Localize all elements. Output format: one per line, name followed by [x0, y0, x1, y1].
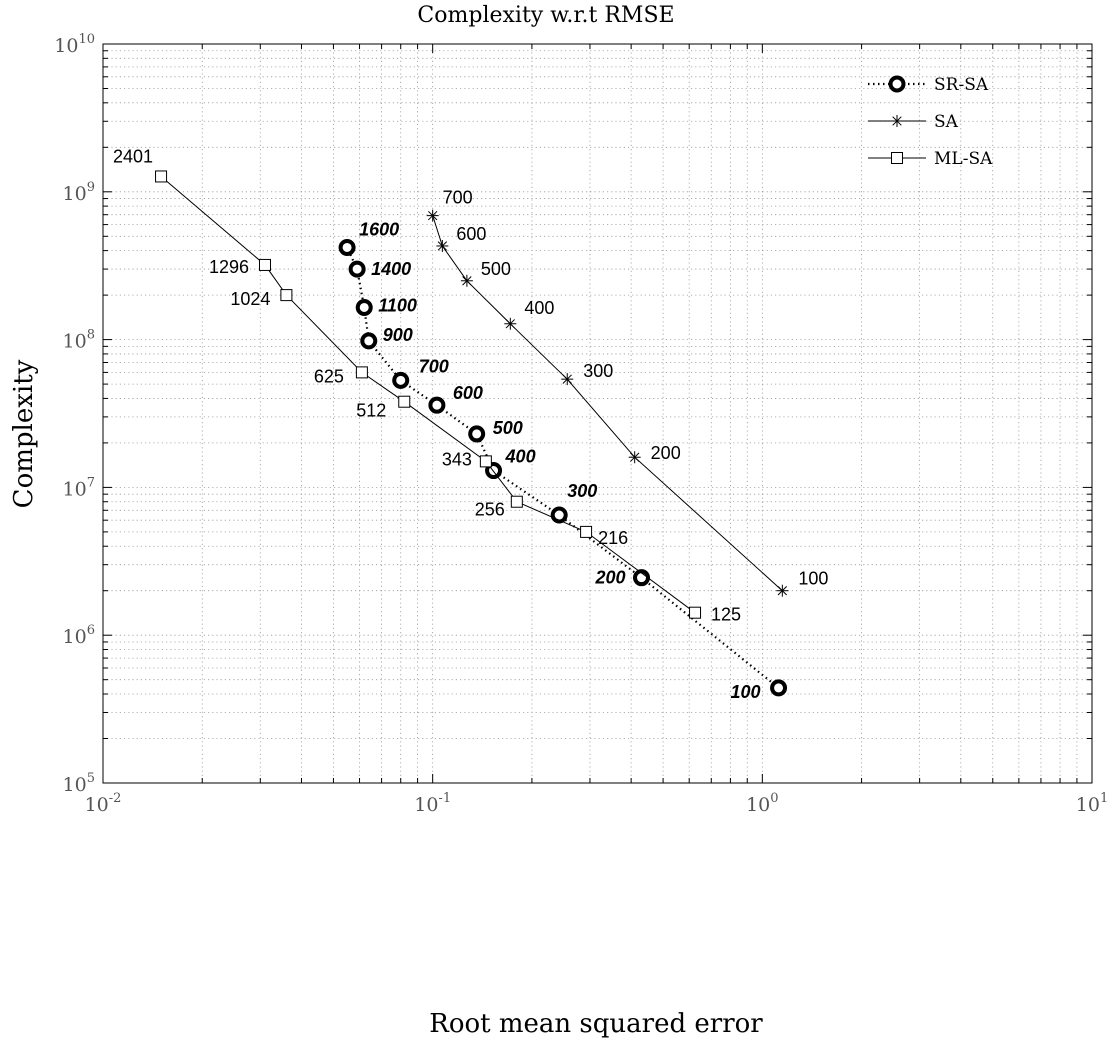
- data-point-ml-sa: [280, 289, 293, 302]
- data-point-ml-sa: [355, 366, 368, 379]
- x-tick-label: 100: [746, 791, 778, 816]
- data-label-ml-sa: 216: [598, 528, 628, 548]
- legend-label: SA: [934, 112, 959, 132]
- legend: SR-SA SA ML-SA: [868, 75, 993, 169]
- legend-marker: [891, 152, 903, 164]
- data-point-sr-sa: [468, 425, 486, 443]
- asterisk-stroke: [505, 319, 515, 329]
- data-point-sr-sa: [770, 679, 788, 697]
- data-label-ml-sa: 625: [314, 366, 344, 386]
- data-point-ml-sa: [510, 495, 523, 508]
- y-tick-label: 108: [63, 328, 95, 353]
- y-tick-label: 109: [63, 180, 95, 205]
- data-label-sr-sa: 1400: [371, 259, 411, 279]
- series-ml-sa: [155, 170, 702, 619]
- data-label-sa: 300: [583, 361, 613, 381]
- data-label-sr-sa: 300: [567, 481, 597, 501]
- data-label-sr-sa: 200: [594, 568, 625, 588]
- plot-series: [155, 170, 789, 697]
- data-label-sa: 700: [443, 188, 473, 208]
- data-label-ml-sa: 343: [442, 449, 472, 469]
- axes: 10-2 10-1 100 101 105 106 107 108 109 1010: [54, 32, 1107, 816]
- data-point-sr-sa: [392, 371, 410, 389]
- data-point-ml-sa: [479, 455, 492, 468]
- legend-entry-sa: SA: [868, 112, 959, 132]
- data-point-ml-sa: [689, 606, 702, 619]
- asterisk-stroke: [777, 586, 788, 596]
- data-label-sr-sa: 900: [383, 325, 413, 345]
- legend-entry-ml-sa: ML-SA: [868, 149, 993, 169]
- x-tick-label: 101: [1076, 791, 1107, 816]
- data-label-sa: 500: [481, 259, 511, 279]
- legend-label: SR-SA: [934, 75, 989, 95]
- data-label-ml-sa: 1296: [209, 257, 249, 277]
- data-label-sr-sa: 600: [453, 383, 483, 403]
- data-point-ml-sa: [155, 170, 168, 183]
- point-labels: 1002003004005006007009001100140016001002…: [113, 146, 828, 701]
- data-label-sr-sa: 400: [505, 447, 536, 467]
- asterisk-stroke: [562, 374, 572, 384]
- data-point-sr-sa: [348, 260, 366, 278]
- data-point-sa: [504, 317, 517, 330]
- data-label-ml-sa: 512: [356, 401, 386, 421]
- data-point-sa: [776, 584, 789, 597]
- asterisk-stroke: [630, 452, 640, 462]
- data-point-sa: [436, 239, 449, 252]
- data-label-sr-sa: 1100: [378, 295, 417, 315]
- data-point-sr-sa: [355, 298, 373, 316]
- asterisk-stroke: [427, 210, 438, 221]
- data-label-ml-sa: 256: [475, 500, 505, 520]
- data-label-sa: 200: [651, 443, 681, 463]
- series-sa: [426, 209, 789, 597]
- data-point-ml-sa: [580, 525, 593, 538]
- y-tick-label: 106: [63, 623, 95, 648]
- asterisk-stroke: [462, 276, 472, 286]
- grid-lines: [102, 44, 1092, 784]
- asterisk-stroke: [892, 116, 902, 126]
- y-axis-label: Complexity: [9, 359, 39, 508]
- y-tick-label: 105: [63, 771, 95, 796]
- plot-frame: [102, 43, 1093, 784]
- data-point-sr-sa: [338, 238, 356, 256]
- data-label-ml-sa: 125: [711, 605, 741, 625]
- y-tick-label: 1010: [54, 32, 95, 57]
- data-label-sa: 600: [456, 224, 486, 244]
- legend-entry-sr-sa: SR-SA: [868, 75, 989, 95]
- data-point-ml-sa: [258, 258, 271, 271]
- x-tick-label: 10-1: [414, 791, 451, 816]
- y-tick-label: 107: [63, 475, 95, 500]
- data-point-sa: [426, 209, 439, 222]
- x-tick-label: 10-2: [85, 791, 122, 816]
- data-point-sa: [460, 274, 473, 287]
- data-label-sr-sa: 1600: [359, 219, 399, 239]
- data-label-sr-sa: 100: [731, 682, 761, 702]
- data-point-sr-sa: [428, 396, 446, 414]
- asterisk-stroke: [437, 241, 448, 251]
- data-label-ml-sa: 1024: [230, 289, 270, 309]
- data-point-sa: [561, 373, 574, 386]
- data-point-sr-sa: [550, 506, 568, 524]
- data-point-ml-sa: [398, 395, 411, 408]
- data-point-sr-sa: [360, 332, 378, 350]
- data-label-sa: 100: [798, 569, 828, 589]
- data-label-sr-sa: 500: [493, 418, 523, 438]
- x-axis-label: Root mean squared error: [429, 1009, 763, 1039]
- legend-marker: [888, 75, 906, 93]
- data-label-ml-sa: 2401: [113, 146, 153, 166]
- data-label-sa: 400: [524, 298, 554, 318]
- data-label-sr-sa: 700: [419, 356, 449, 376]
- data-point-sa: [628, 451, 641, 464]
- chart-title: Complexity w.r.t RMSE: [417, 3, 674, 28]
- legend-label: ML-SA: [934, 149, 993, 169]
- legend-marker: [891, 115, 903, 127]
